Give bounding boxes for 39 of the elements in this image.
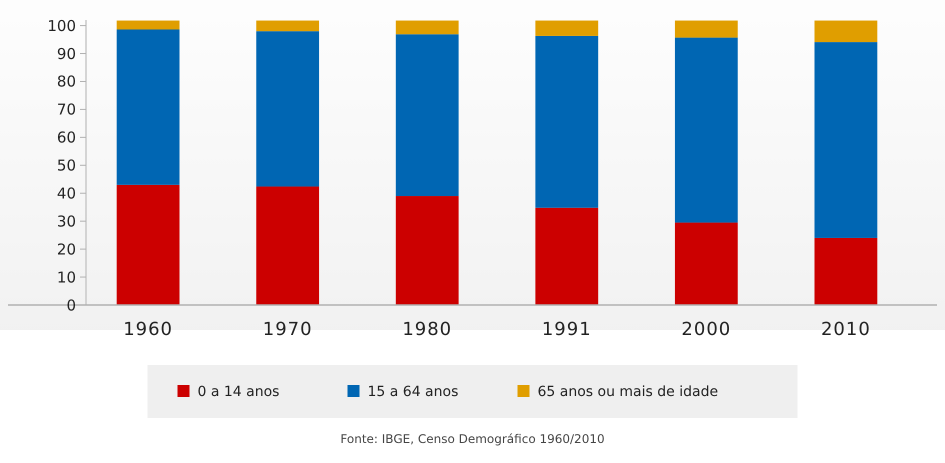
y-tick-label: 90 <box>56 44 76 63</box>
bar <box>116 20 180 30</box>
y-tick-label: 70 <box>56 100 76 119</box>
x-tick-label: 1970 <box>262 319 313 340</box>
legend-label: 0 a 14 anos <box>198 384 280 400</box>
y-tick-label: 80 <box>56 72 76 91</box>
x-tick-label: 2000 <box>681 319 732 340</box>
bar <box>535 208 598 305</box>
y-tick-label: 20 <box>56 240 76 258</box>
x-tick-label: 2010 <box>820 319 871 340</box>
y-tick-label: 40 <box>56 184 76 202</box>
bar <box>674 38 738 223</box>
bar <box>396 20 459 34</box>
bar <box>116 184 180 305</box>
bar <box>535 36 598 208</box>
bar <box>256 186 320 305</box>
bar <box>256 20 320 32</box>
bar <box>396 34 459 196</box>
bar <box>116 30 180 185</box>
bar <box>814 42 878 238</box>
x-tick-label: 1980 <box>402 319 452 340</box>
y-tick-label: 30 <box>56 212 76 230</box>
legend-label: 65 anos ou mais de idade <box>538 384 718 400</box>
bar <box>256 31 320 187</box>
bar <box>674 222 738 305</box>
y-tick-label: 100 <box>47 16 76 35</box>
source-note: Fonte: IBGE, Censo Demográfico 1960/2010 <box>340 432 605 446</box>
y-tick-label: 60 <box>56 128 76 147</box>
x-tick-label: 1991 <box>542 319 592 340</box>
legend-label: 15 a 64 anos <box>368 384 458 400</box>
bar <box>535 20 598 36</box>
bar <box>814 238 878 305</box>
y-tick-label: 50 <box>56 156 76 175</box>
bar <box>674 20 738 38</box>
x-tick-label: 1960 <box>123 319 174 340</box>
y-tick-label: 0 <box>66 296 76 314</box>
bar <box>814 20 878 42</box>
y-tick-label: 10 <box>56 268 76 286</box>
bar <box>396 196 459 305</box>
